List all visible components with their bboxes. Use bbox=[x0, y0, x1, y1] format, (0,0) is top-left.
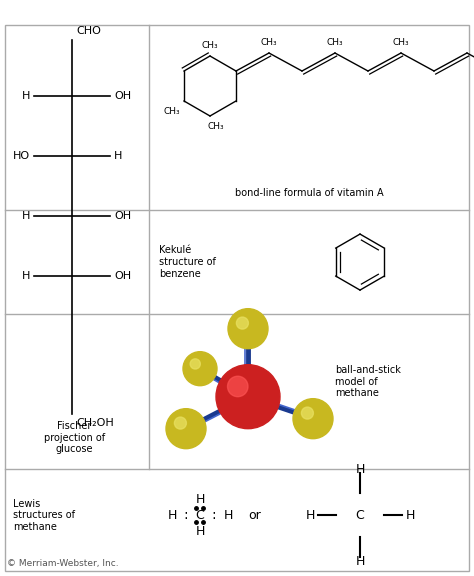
Circle shape bbox=[228, 376, 248, 397]
Circle shape bbox=[216, 365, 280, 429]
Text: H: H bbox=[22, 91, 30, 101]
Text: or: or bbox=[249, 509, 261, 522]
Text: :: : bbox=[212, 508, 216, 522]
Circle shape bbox=[293, 399, 333, 439]
Text: H: H bbox=[167, 509, 177, 522]
Circle shape bbox=[174, 417, 186, 429]
Text: Lewis
structures of
methane: Lewis structures of methane bbox=[13, 499, 75, 532]
Circle shape bbox=[166, 409, 206, 449]
Text: HO: HO bbox=[13, 151, 30, 161]
Text: bond-line formula of vitamin A: bond-line formula of vitamin A bbox=[235, 188, 383, 198]
Text: CH₃: CH₃ bbox=[164, 107, 180, 116]
Text: CH₃: CH₃ bbox=[327, 38, 343, 47]
Text: CH₃: CH₃ bbox=[202, 41, 219, 50]
Text: H: H bbox=[22, 271, 30, 281]
Text: H: H bbox=[305, 509, 315, 522]
Text: OH: OH bbox=[114, 91, 131, 101]
Text: H: H bbox=[405, 509, 415, 522]
Text: H: H bbox=[195, 525, 205, 538]
Text: C: C bbox=[356, 509, 365, 522]
Text: CH₂OH: CH₂OH bbox=[76, 418, 114, 429]
Text: CH₃: CH₃ bbox=[208, 122, 225, 131]
Text: H: H bbox=[195, 492, 205, 506]
Circle shape bbox=[228, 309, 268, 348]
Text: © Merriam-Webster, Inc.: © Merriam-Webster, Inc. bbox=[7, 559, 118, 568]
Text: :: : bbox=[184, 508, 188, 522]
Text: CH₃: CH₃ bbox=[392, 38, 409, 47]
Circle shape bbox=[301, 407, 313, 419]
Circle shape bbox=[183, 352, 217, 386]
Circle shape bbox=[237, 317, 248, 329]
Text: OH: OH bbox=[114, 211, 131, 221]
Text: OH: OH bbox=[114, 271, 131, 281]
Circle shape bbox=[190, 359, 201, 369]
Text: ball-and-stick
model of
methane: ball-and-stick model of methane bbox=[335, 365, 401, 398]
Text: H: H bbox=[22, 211, 30, 221]
Text: CHO: CHO bbox=[76, 26, 101, 36]
Text: H: H bbox=[114, 151, 122, 161]
Text: H: H bbox=[356, 555, 365, 568]
Text: H: H bbox=[223, 509, 233, 522]
Text: H: H bbox=[356, 463, 365, 476]
Text: C: C bbox=[196, 509, 204, 522]
Text: Fischer
projection of
glucose: Fischer projection of glucose bbox=[44, 421, 105, 454]
Text: CH₃: CH₃ bbox=[261, 38, 277, 47]
Text: Kekulé
structure of
benzene: Kekulé structure of benzene bbox=[159, 245, 216, 279]
